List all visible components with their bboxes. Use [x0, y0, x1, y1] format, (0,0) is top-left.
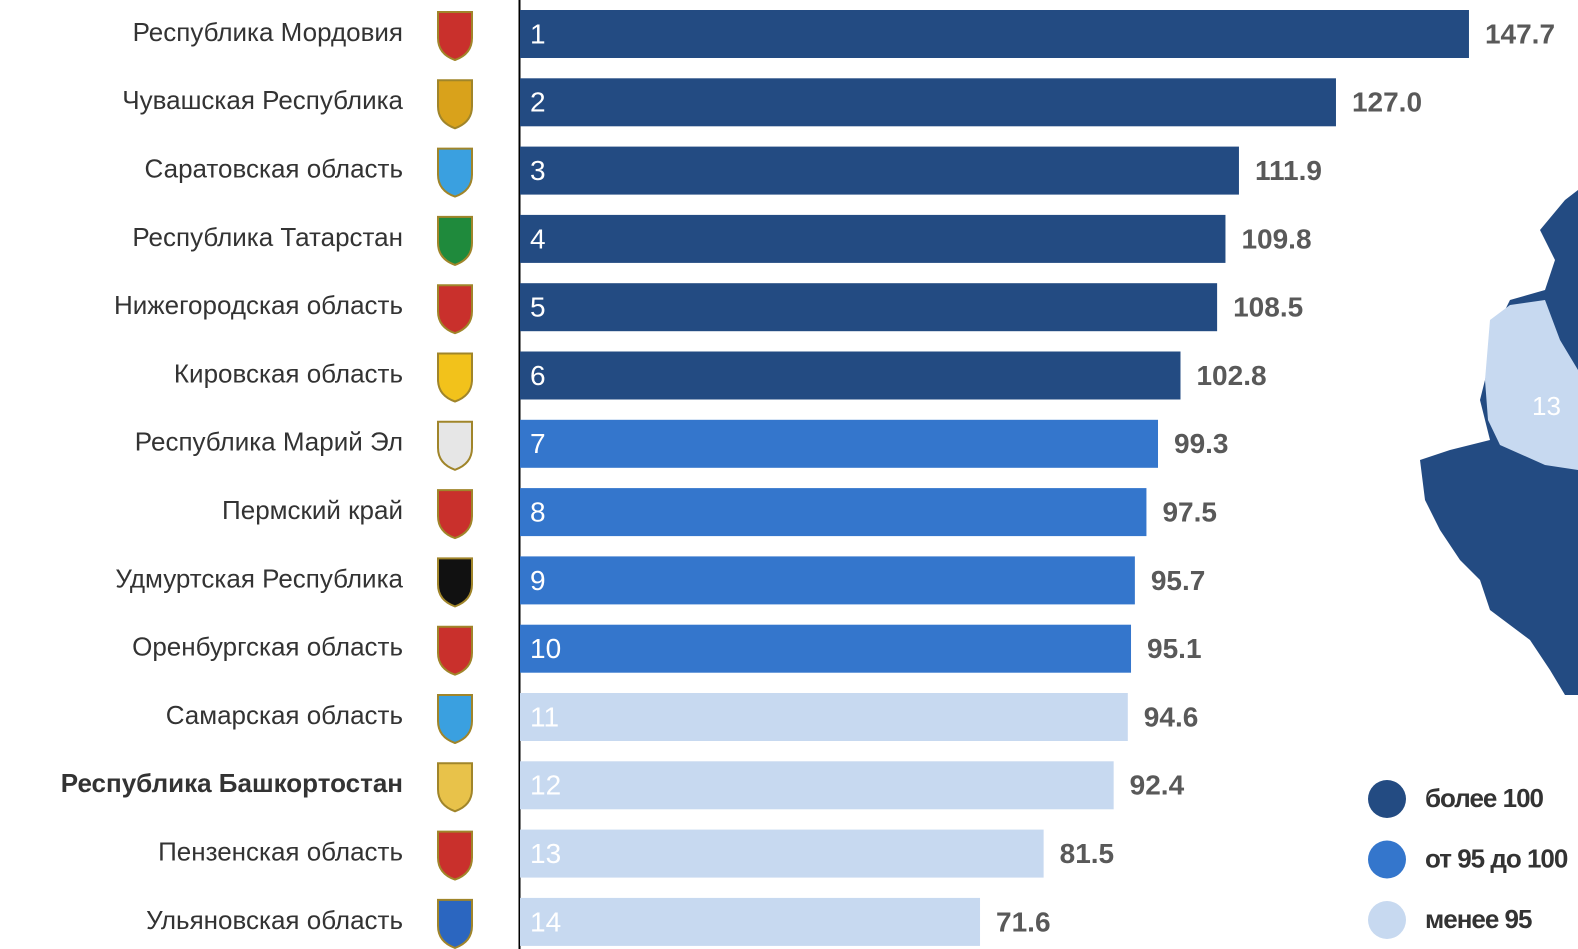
- value-label: 102.8: [1196, 360, 1266, 391]
- rank-label: 9: [530, 565, 546, 596]
- legend-swatch: [1368, 780, 1406, 818]
- emblem: [437, 147, 473, 198]
- bar: [520, 283, 1218, 332]
- bar: [520, 761, 1114, 810]
- value-label: 92.4: [1130, 770, 1185, 801]
- bar: [520, 419, 1159, 468]
- category-label: Пермский край: [222, 495, 403, 525]
- category-label: Саратовская область: [145, 153, 403, 183]
- legend-swatch: [1368, 840, 1406, 879]
- value-label: 81.5: [1060, 838, 1115, 869]
- rank-label: 10: [530, 633, 561, 664]
- value-label: 94.6: [1144, 701, 1199, 732]
- legend-label: менее 95: [1425, 904, 1532, 934]
- value-label: 147.7: [1485, 18, 1555, 49]
- map: 13: [1420, 190, 1578, 695]
- rank-label: 6: [530, 360, 546, 391]
- emblem: [437, 625, 473, 676]
- rank-label: 14: [530, 906, 561, 937]
- emblem: [437, 215, 473, 266]
- category-label: Республика Мордовия: [133, 17, 403, 47]
- emblem: [437, 352, 473, 403]
- bar: [520, 146, 1239, 195]
- emblem: [437, 489, 473, 540]
- value-label: 97.5: [1162, 496, 1217, 527]
- emblem: [437, 420, 473, 471]
- value-label: 95.7: [1151, 565, 1206, 596]
- category-label: Нижегородская область: [114, 290, 403, 320]
- value-label: 111.9: [1255, 155, 1322, 186]
- bar: [520, 214, 1226, 263]
- rank-label: 5: [530, 292, 546, 323]
- emblem: [437, 898, 473, 949]
- category-label: Самарская область: [166, 700, 403, 730]
- category-label: Республика Татарстан: [132, 222, 403, 252]
- rank-label: 13: [530, 838, 561, 869]
- rank-label: 8: [530, 496, 546, 527]
- emblem: [437, 694, 473, 745]
- emblem: [437, 284, 473, 335]
- category-label: Пензенская область: [158, 836, 403, 866]
- map-label: 13: [1532, 391, 1561, 421]
- category-label: Оренбургская область: [132, 632, 403, 662]
- bar: [520, 488, 1147, 537]
- category-label: Ульяновская область: [146, 905, 403, 935]
- bar: [520, 351, 1181, 400]
- category-label: Удмуртская Республика: [115, 563, 403, 593]
- value-label: 99.3: [1174, 428, 1229, 459]
- value-label: 108.5: [1233, 292, 1303, 323]
- legend-label: от 95 до 100: [1425, 843, 1568, 873]
- map-region: [1485, 300, 1578, 470]
- rank-label: 1: [530, 18, 546, 49]
- bar: [520, 78, 1336, 127]
- emblem: [437, 79, 473, 130]
- bar: [520, 829, 1044, 878]
- legend-label: более 100: [1425, 783, 1544, 813]
- rank-label: 11: [530, 701, 559, 732]
- emblem: [437, 830, 473, 881]
- value-label: 127.0: [1352, 87, 1422, 118]
- legend-swatch: [1368, 901, 1406, 939]
- bar: [520, 624, 1132, 673]
- category-label: Республика Башкортостан: [61, 768, 403, 798]
- bar: [520, 693, 1128, 741]
- value-label: 109.8: [1241, 223, 1311, 254]
- rank-label: 2: [530, 87, 546, 118]
- emblem: [437, 557, 473, 608]
- bar: [520, 897, 981, 946]
- category-label: Чувашская Республика: [122, 85, 403, 115]
- rank-label: 4: [530, 223, 546, 254]
- category-label: Кировская область: [174, 358, 403, 388]
- bar: [520, 556, 1135, 605]
- emblem: [437, 11, 473, 62]
- rank-label: 12: [530, 770, 561, 801]
- rank-label: 7: [530, 428, 546, 459]
- bar: [520, 10, 1469, 58]
- rank-label: 3: [530, 155, 546, 186]
- value-label: 71.6: [996, 906, 1051, 937]
- emblem: [437, 762, 473, 813]
- value-label: 95.1: [1147, 633, 1202, 664]
- category-label: Республика Марий Эл: [135, 427, 403, 457]
